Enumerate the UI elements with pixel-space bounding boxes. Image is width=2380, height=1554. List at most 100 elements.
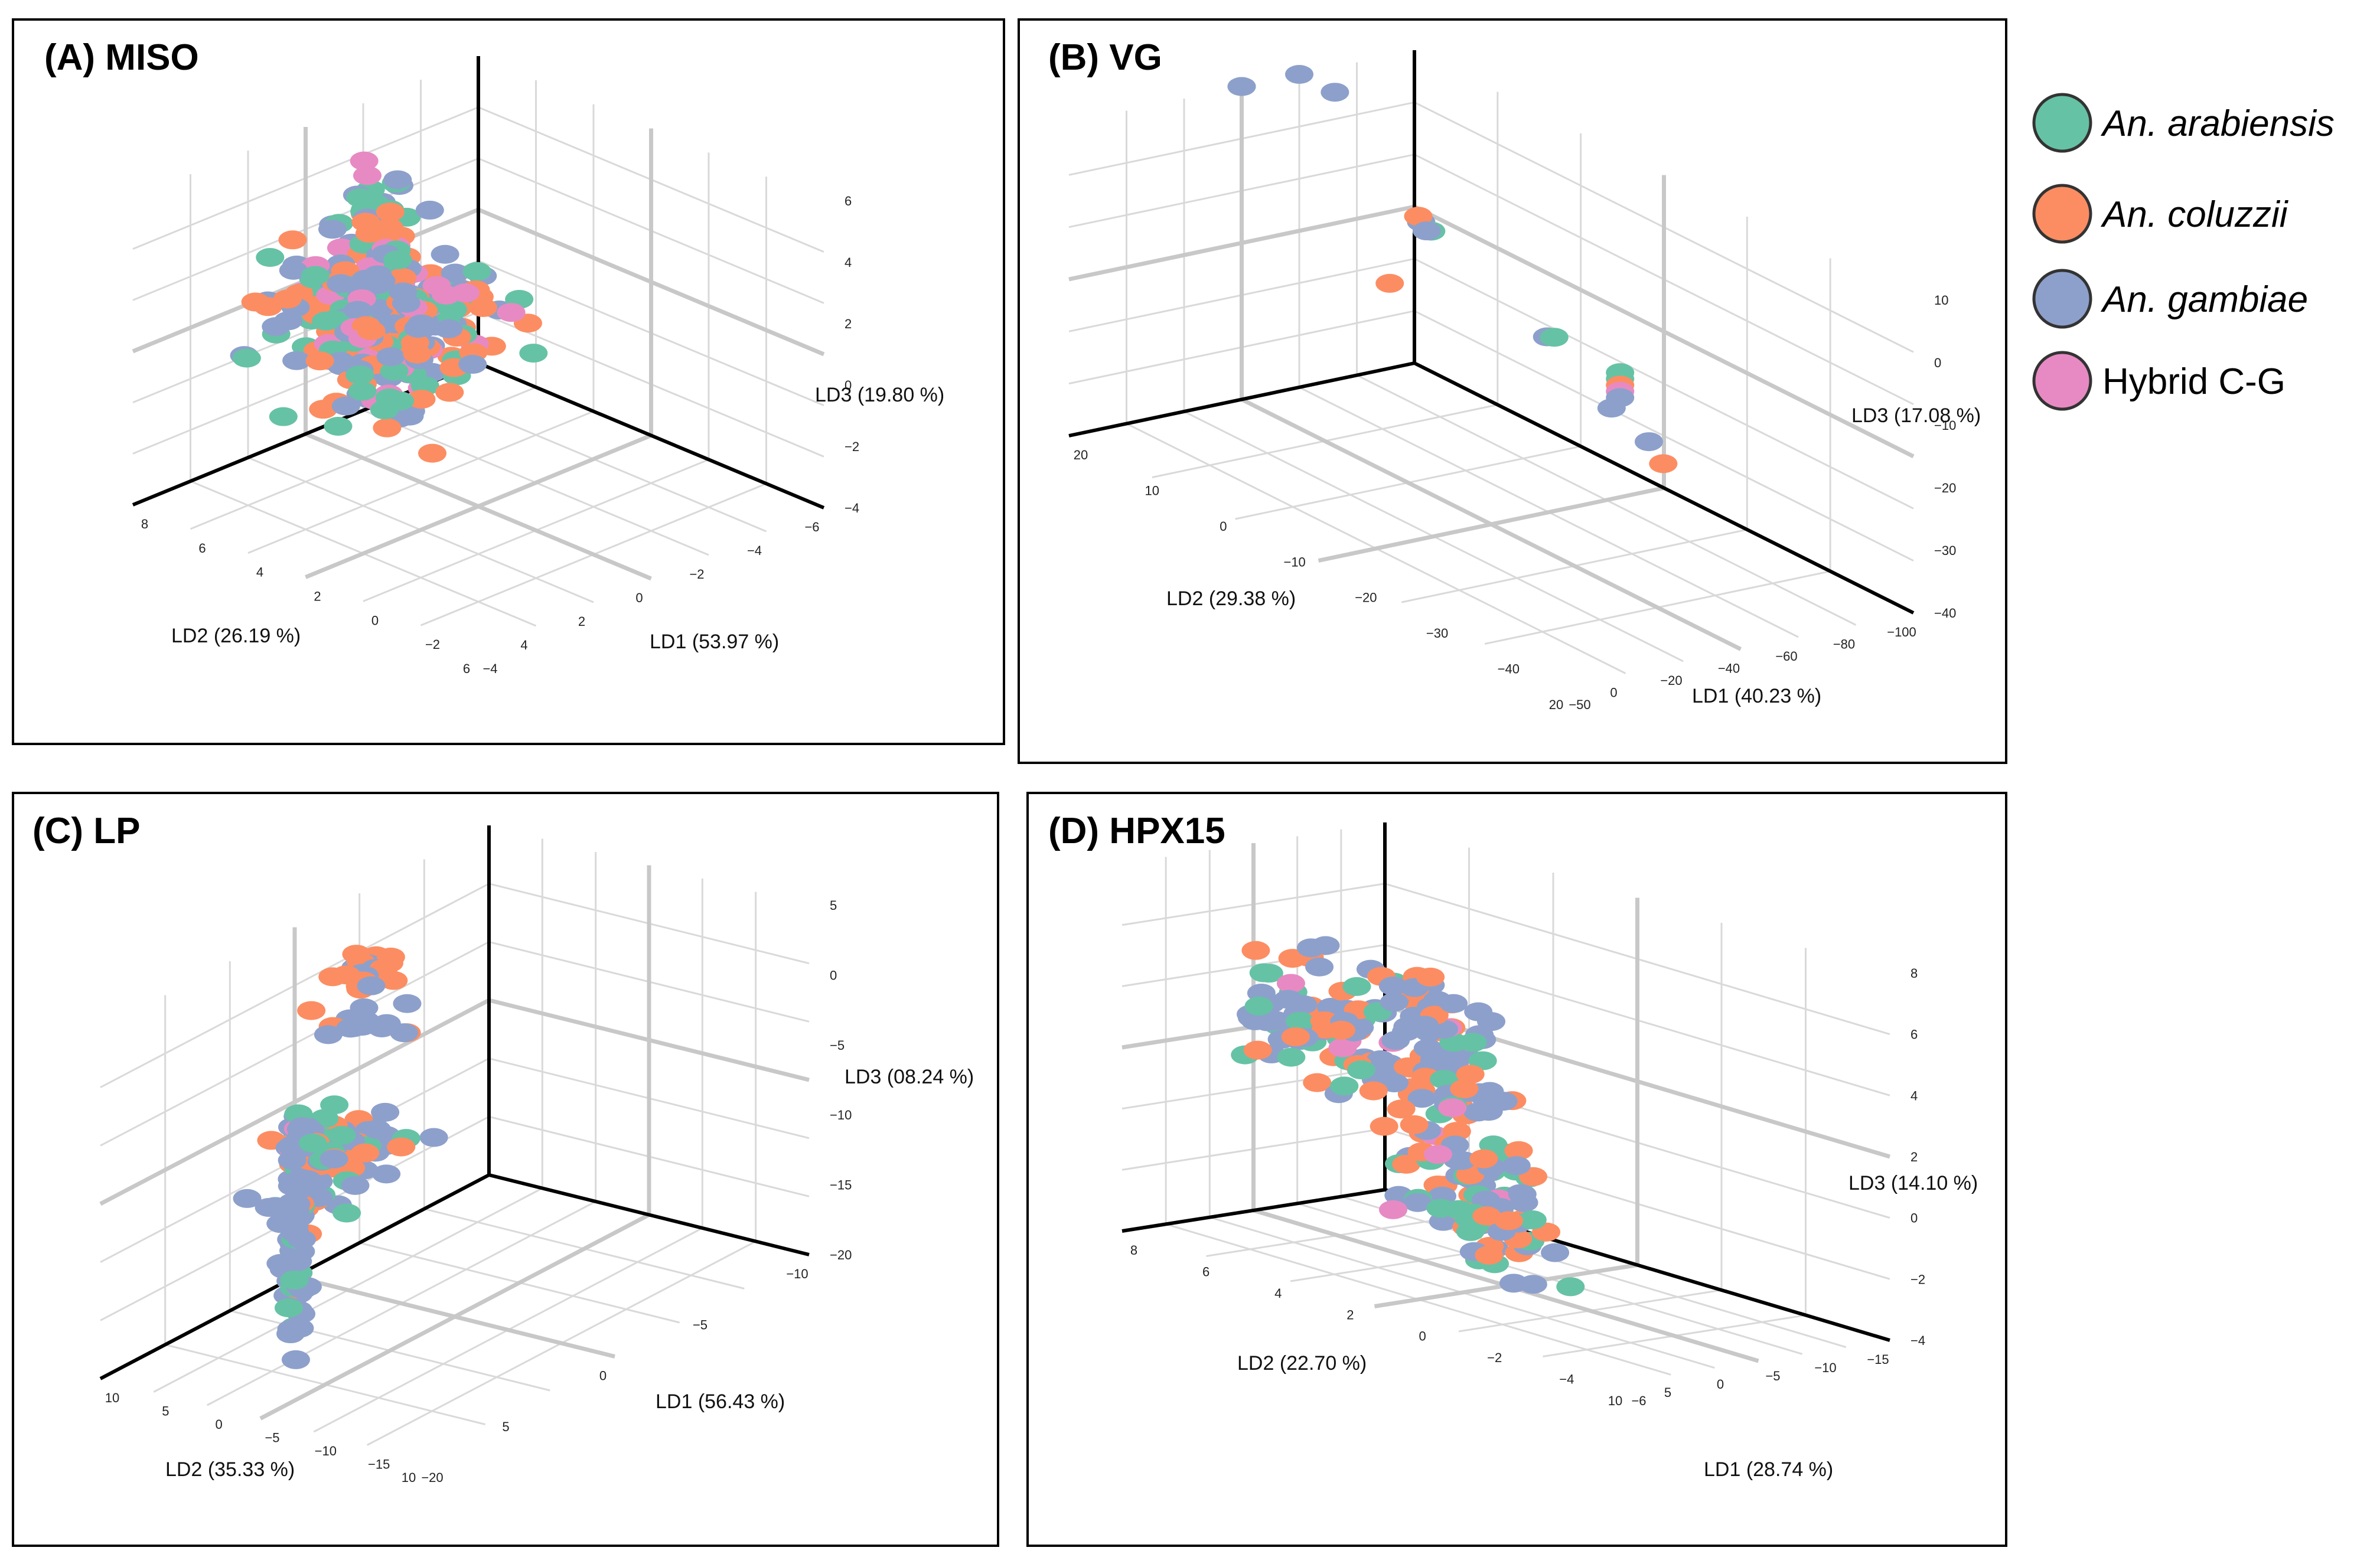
data-point-an-arabiensis (274, 1298, 303, 1318)
legend-label: An. arabiensis (2100, 103, 2335, 144)
x-tick-label: 2 (314, 589, 321, 604)
x-tick-label: 0 (371, 613, 379, 628)
data-point-an-coluzzii (1387, 1099, 1416, 1119)
data-point-an-gambiae (1381, 1031, 1410, 1050)
data-point-an-coluzzii (468, 298, 497, 317)
data-point-an-gambiae (331, 396, 360, 416)
x-tick-label: 8 (1130, 1243, 1137, 1258)
data-point-an-coluzzii (1416, 967, 1445, 987)
pane-line (305, 432, 652, 581)
data-point-an-coluzzii (403, 344, 432, 364)
data-point-an-coluzzii (1243, 1040, 1272, 1060)
data-point-an-gambiae (1241, 1011, 1270, 1030)
x-tick-label: −5 (265, 1431, 279, 1445)
z-tick-label: 6 (1910, 1027, 1918, 1042)
panel-frame (12, 792, 999, 1547)
data-point-an-gambiae (1489, 1092, 1518, 1111)
ticks: 8 6 4 2 0 −2 −4 −6 −15 −10 −5 0 5 10 −4 −2 0 2 4 6 8 (1130, 966, 1925, 1408)
data-point-an-coluzzii (351, 1143, 380, 1163)
legend: An. arabiensis An. coluzzii An. gambiae Hyb… (2032, 93, 2335, 411)
data-point-an-gambiae (363, 265, 392, 285)
z-tick-label: 8 (1910, 966, 1918, 981)
data-point-an-coluzzii (1303, 1073, 1332, 1092)
data-point-an-gambiae (1477, 1012, 1506, 1031)
data-point-an-arabiensis (301, 266, 330, 285)
panel-title: (A) MISO (44, 37, 199, 78)
data-point-an-arabiensis (298, 1134, 327, 1153)
pane-line (99, 998, 490, 1206)
x-tick-label: −10 (1283, 554, 1305, 569)
x-tick-label: −20 (1355, 590, 1377, 605)
data-point-an-gambiae (262, 317, 291, 337)
data-point-an-gambiae (393, 994, 422, 1013)
y-tick-label: −15 (1867, 1352, 1889, 1367)
x-axis-line (477, 361, 825, 510)
data-point-hybrid-c-g (1423, 1145, 1452, 1164)
data-point-an-arabiensis (1286, 1011, 1315, 1031)
y-tick-label: 20 (1549, 697, 1563, 712)
y-tick-label: 5 (502, 1419, 509, 1434)
data-point-an-gambiae (1296, 938, 1325, 958)
x-tick-label: −6 (1631, 1393, 1646, 1408)
panel-title: (D) HPX15 (1048, 811, 1225, 851)
y-tick-label: −4 (747, 543, 762, 558)
data-point-an-gambiae (390, 1023, 419, 1043)
z-tick-label: 5 (830, 898, 837, 913)
panel-title: (C) LP (32, 811, 141, 851)
pane-line (477, 207, 825, 357)
data-point-an-arabiensis (1342, 977, 1371, 996)
legend-marker (2032, 351, 2092, 411)
y-tick-label: −10 (1814, 1360, 1836, 1375)
data-point-an-gambiae (1227, 77, 1256, 96)
x-axis-line (488, 1173, 810, 1256)
data-point-an-gambiae (363, 1119, 392, 1139)
data-point-hybrid-c-g (350, 151, 379, 171)
z-tick-label: −30 (1934, 543, 1956, 558)
z-tick-label: −10 (1934, 418, 1956, 433)
data-point-an-gambiae (286, 1119, 315, 1139)
x-tick-label: −40 (1498, 662, 1520, 677)
data-point-an-arabiensis (462, 262, 491, 281)
data-point-an-gambiae (1261, 1011, 1290, 1030)
data-point-an-gambiae (1502, 1156, 1531, 1176)
data-point-an-arabiensis (256, 248, 285, 267)
y-axis-label: LD2 (29.38 %) (1166, 587, 1296, 610)
pane-line (294, 1275, 615, 1359)
x-tick-label: −2 (425, 637, 440, 652)
data-point-an-arabiensis (1518, 1210, 1547, 1230)
z-tick-label: 0 (830, 968, 837, 982)
z-tick-label: −5 (830, 1038, 845, 1053)
x-tick-label: −10 (315, 1444, 337, 1458)
data-point-an-gambiae (1380, 1073, 1409, 1093)
z-axis-label: LD3 (19.80 %) (815, 384, 944, 406)
y-axis-label: LD2 (35.33 %) (165, 1458, 295, 1481)
data-point-an-gambiae (1410, 1016, 1439, 1035)
ticks: 8 6 4 2 0 −2 −4 −6 −4 −2 0 2 4 6 −4 −2 0 2 4 6 (141, 194, 859, 676)
data-point-an-gambiae (458, 355, 487, 374)
data-point-an-gambiae (344, 301, 373, 320)
data-point-an-coluzzii (278, 230, 307, 250)
data-point-an-arabiensis (1277, 1047, 1306, 1067)
data-point-an-gambiae (282, 351, 311, 370)
y-tick-label: −20 (1660, 673, 1682, 688)
data-point-an-gambiae (277, 1320, 306, 1339)
data-point-an-gambiae (1541, 1243, 1570, 1262)
data-point-an-coluzzii (1494, 1211, 1523, 1230)
data-point-an-gambiae (395, 406, 424, 426)
x-axis-label: LD1 (40.23 %) (1692, 685, 1821, 707)
y-tick-label: 2 (578, 614, 585, 629)
x-tick-label: 0 (216, 1417, 223, 1432)
data-point-an-gambiae (1378, 977, 1407, 996)
x-tick-label: 0 (1220, 519, 1227, 534)
z-tick-label: −2 (845, 439, 859, 454)
data-point-an-coluzzii (418, 443, 447, 463)
data-point-an-gambiae (233, 1189, 262, 1208)
data-point-an-coluzzii (1281, 1027, 1310, 1047)
data-point-hybrid-c-g (353, 166, 382, 185)
legend-label: Hybrid C-G (2102, 361, 2286, 402)
panel-vg: 20100−10−20−30−40−50−100−80−60−40−20020−… (1018, 18, 2007, 764)
data-point-an-arabiensis (1468, 1051, 1497, 1070)
z-tick-label: 0 (1910, 1211, 1918, 1226)
y-axis-line (1121, 1188, 1385, 1233)
data-point-hybrid-c-g (1328, 1038, 1357, 1057)
